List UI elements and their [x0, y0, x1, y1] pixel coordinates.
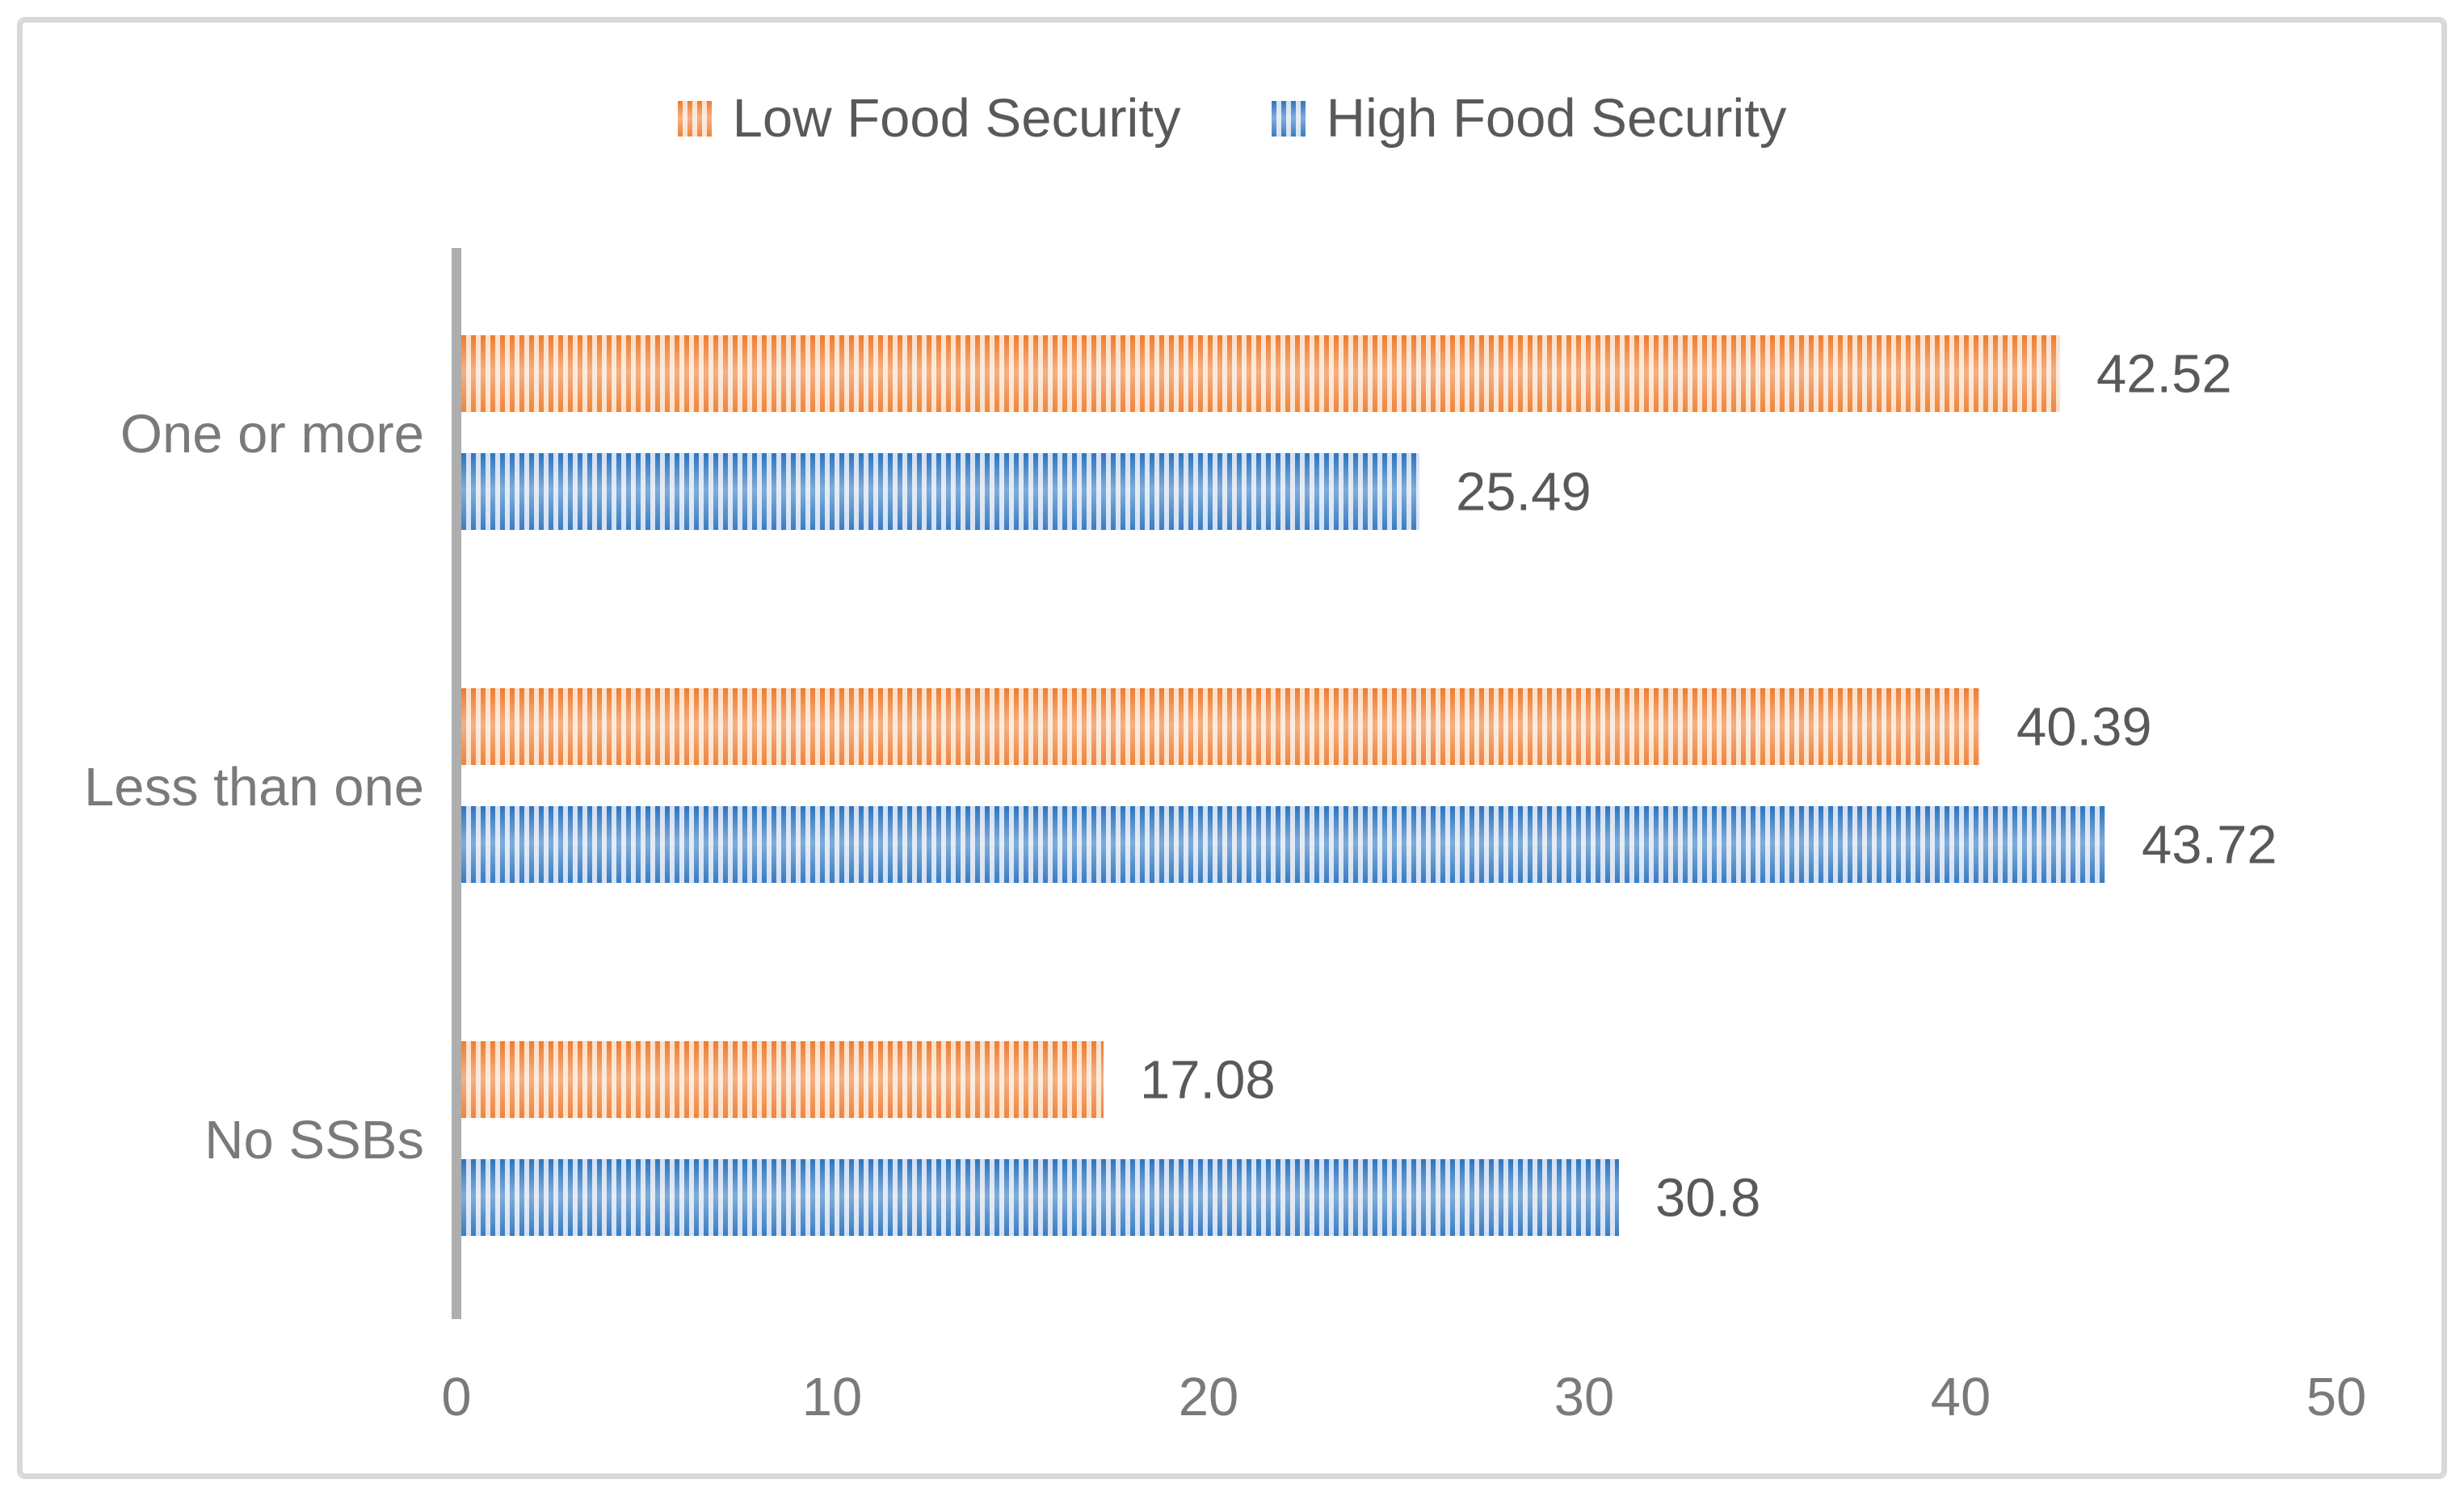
x-tick-20: 20	[1178, 1367, 1239, 1427]
legend: Low Food Security High Food Security	[0, 87, 2464, 149]
category-axis-line	[452, 248, 461, 1319]
category-label-one-or-more: One or more	[120, 403, 424, 464]
bar-high-food-security-less-than-one	[461, 806, 2105, 883]
data-label-high-food-security-less-than-one: 43.72	[2142, 814, 2277, 875]
data-label-high-food-security-one-or-more: 25.49	[1456, 461, 1592, 522]
category-label-less-than-one: Less than one	[84, 756, 424, 817]
category-label-no-ssbs: No SSBs	[204, 1109, 424, 1170]
data-label-low-food-security-one-or-more: 42.52	[2096, 343, 2232, 404]
bar-high-food-security-no-ssbs	[461, 1159, 1619, 1236]
x-tick-50: 50	[2306, 1367, 2367, 1427]
legend-label-low-food-security: Low Food Security	[732, 88, 1181, 149]
legend-item-high-food-security: High Food Security	[1271, 87, 1787, 149]
bar-high-food-security-one-or-more	[461, 453, 1419, 530]
data-label-low-food-security-no-ssbs: 17.08	[1140, 1049, 1276, 1110]
legend-swatch-high-food-security	[1271, 100, 1306, 137]
bar-low-food-security-less-than-one	[461, 688, 1980, 765]
x-tick-40: 40	[1930, 1367, 1991, 1427]
x-tick-0: 0	[441, 1367, 472, 1427]
x-tick-10: 10	[801, 1367, 863, 1427]
bar-low-food-security-one-or-more	[461, 335, 2060, 412]
chart-border	[17, 17, 2447, 1479]
data-label-low-food-security-less-than-one: 40.39	[2016, 696, 2152, 757]
x-tick-30: 30	[1554, 1367, 1615, 1427]
legend-label-high-food-security: High Food Security	[1326, 88, 1787, 149]
legend-swatch-low-food-security	[677, 100, 712, 137]
bar-low-food-security-no-ssbs	[461, 1041, 1104, 1118]
data-label-high-food-security-no-ssbs: 30.8	[1655, 1167, 1761, 1228]
legend-item-low-food-security: Low Food Security	[677, 87, 1181, 149]
